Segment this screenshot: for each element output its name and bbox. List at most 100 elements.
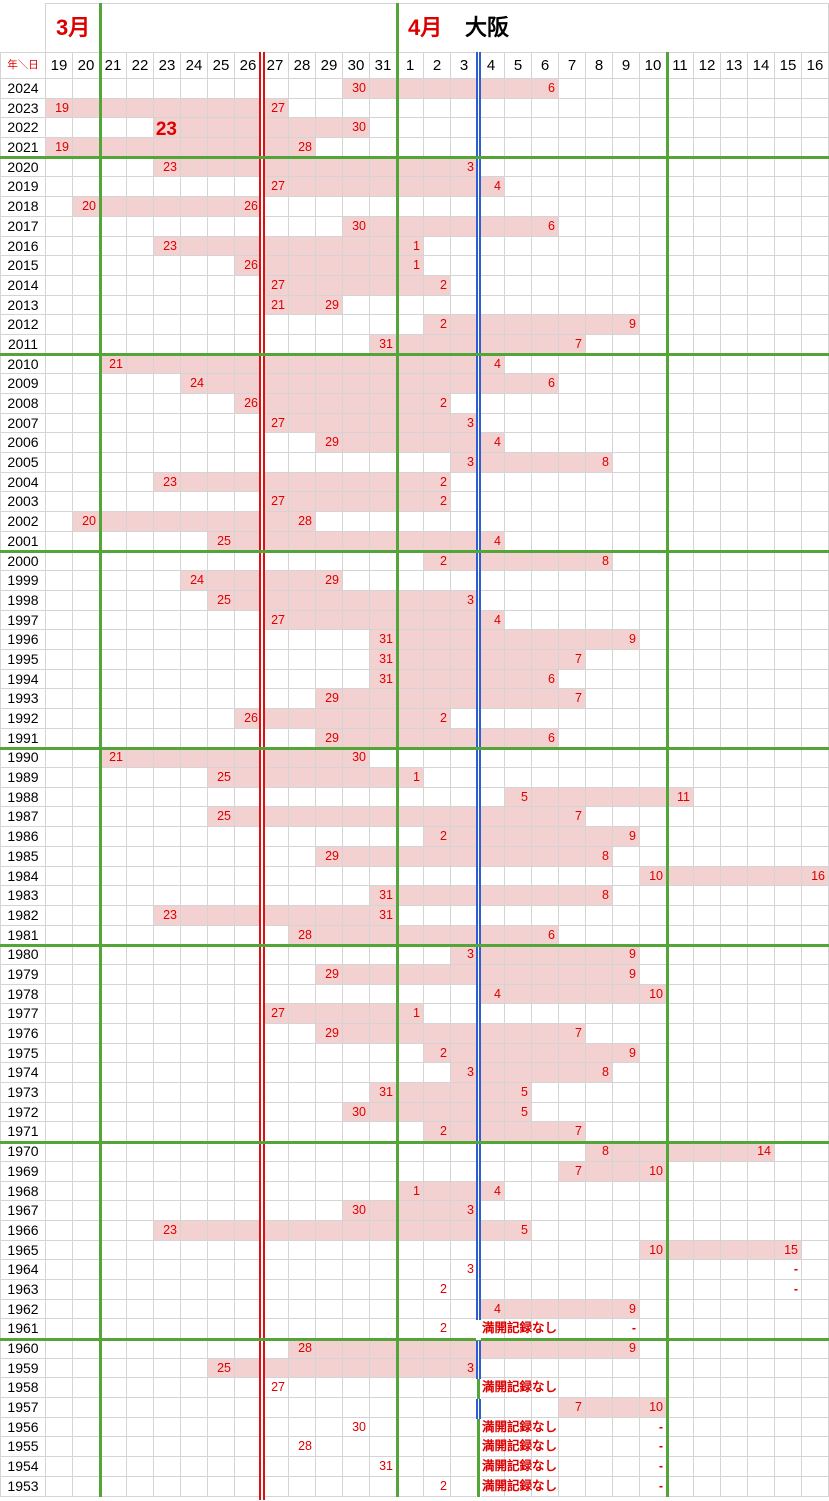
day-cell — [505, 275, 532, 296]
bloom-bar-cell — [262, 571, 289, 591]
day-cell — [802, 1083, 829, 1103]
day-cell — [181, 1437, 208, 1458]
day-cell — [127, 1299, 154, 1320]
day-cell — [262, 925, 289, 946]
day-cell — [451, 472, 478, 493]
day-cell — [208, 256, 235, 276]
day-cell — [343, 630, 370, 650]
bloom-bar-cell — [586, 1043, 613, 1064]
day-cell — [478, 768, 505, 788]
day-cell — [721, 433, 748, 454]
bloom-bar-cell — [532, 827, 559, 847]
day-cell — [802, 669, 829, 690]
day-cell — [559, 1260, 586, 1280]
day-cell — [424, 256, 451, 276]
day-cell — [73, 1358, 100, 1379]
day-cell — [370, 1378, 397, 1399]
day-cell — [694, 472, 721, 493]
day-cell — [505, 1378, 532, 1399]
day-cell — [181, 1417, 208, 1438]
day-cell — [100, 1260, 127, 1280]
day-cell — [748, 1398, 775, 1418]
day-cell — [721, 1004, 748, 1024]
day-cell — [235, 275, 262, 296]
bloom-bar-cell — [613, 787, 640, 808]
day-cell — [721, 512, 748, 532]
year-label: 1988 — [1, 787, 46, 808]
day-cell — [775, 1299, 802, 1320]
day-cell — [208, 275, 235, 296]
day-cell — [775, 1181, 802, 1202]
full-bloom-date-label: 4 — [494, 356, 501, 371]
bloom-bar-cell — [316, 275, 343, 296]
full-bloom-date-label: 8 — [602, 888, 609, 903]
day-cell — [73, 1417, 100, 1438]
day-cell — [208, 295, 235, 316]
bloom-bar-cell — [424, 354, 451, 375]
day-cell — [613, 177, 640, 198]
day-cell — [748, 334, 775, 355]
bloom-bar-cell — [397, 1083, 424, 1103]
day-cell — [505, 1457, 532, 1477]
year-label: 2000 — [1, 551, 46, 572]
day-cell — [100, 984, 127, 1005]
day-cell — [613, 1457, 640, 1477]
year-label: 1969 — [1, 1161, 46, 1182]
day-cell — [721, 1437, 748, 1458]
day-cell — [343, 1437, 370, 1458]
bloom-bar-cell: 31 — [370, 669, 397, 690]
bloom-bar-cell — [262, 236, 289, 257]
bloom-bar-cell — [289, 709, 316, 729]
day-cell — [775, 236, 802, 257]
day-cell — [46, 709, 73, 729]
day-cell — [208, 1437, 235, 1458]
bloom-bar-cell: 4 — [478, 610, 505, 631]
day-cell — [46, 1161, 73, 1182]
bloom-bar-cell: 7 — [559, 1122, 586, 1143]
day-header-cell: 22 — [127, 53, 154, 79]
bloom-bar-cell — [559, 886, 586, 906]
day-cell: 2 — [424, 1319, 451, 1339]
day-header-cell: 25 — [208, 53, 235, 79]
day-cell — [721, 925, 748, 946]
day-cell — [586, 1457, 613, 1477]
full-bloom-date-label: 8 — [602, 848, 609, 863]
bloom-bar-cell: 23 — [154, 157, 181, 178]
day-cell — [181, 1142, 208, 1162]
day-cell — [46, 807, 73, 828]
day-cell — [73, 551, 100, 572]
day-cell — [721, 1220, 748, 1241]
day-cell — [181, 1398, 208, 1418]
bloom-bar-cell: 27 — [262, 177, 289, 198]
bloom-bar-cell: 2 — [424, 492, 451, 513]
bloom-bar-cell: 1 — [397, 236, 424, 257]
year-label: 1953 — [1, 1476, 46, 1497]
day-cell — [397, 118, 424, 139]
day-cell — [370, 197, 397, 217]
day-cell — [748, 945, 775, 965]
day-cell — [100, 1476, 127, 1497]
day-cell — [397, 1457, 424, 1477]
bloom-bar-cell — [181, 472, 208, 493]
bloom-bar-cell — [235, 571, 262, 591]
bloom-bar-cell — [181, 354, 208, 375]
day-cell — [694, 295, 721, 316]
day-cell — [181, 531, 208, 552]
day-cell — [667, 571, 694, 591]
day-cell — [694, 413, 721, 434]
day-cell — [613, 886, 640, 906]
day-cell — [127, 275, 154, 296]
bloom-bar-cell — [505, 649, 532, 670]
day-cell — [775, 984, 802, 1005]
bloom-bar-cell — [316, 354, 343, 375]
calendar-grid: 年＼日 19 20 21 22 23 24 25 26 27 28 29 30 31 1 2 3 4 5 6 7 8 9 10… — [0, 52, 829, 1497]
day-cell — [586, 394, 613, 414]
day-cell — [424, 945, 451, 965]
day-cell — [46, 787, 73, 808]
day-cell — [181, 1083, 208, 1103]
day-cell — [424, 1240, 451, 1261]
bloom-bar-cell: 10 — [640, 866, 667, 887]
day-cell — [343, 315, 370, 335]
bloom-bar-cell: 26 — [235, 256, 262, 276]
bloom-bar-cell: 7 — [559, 807, 586, 828]
